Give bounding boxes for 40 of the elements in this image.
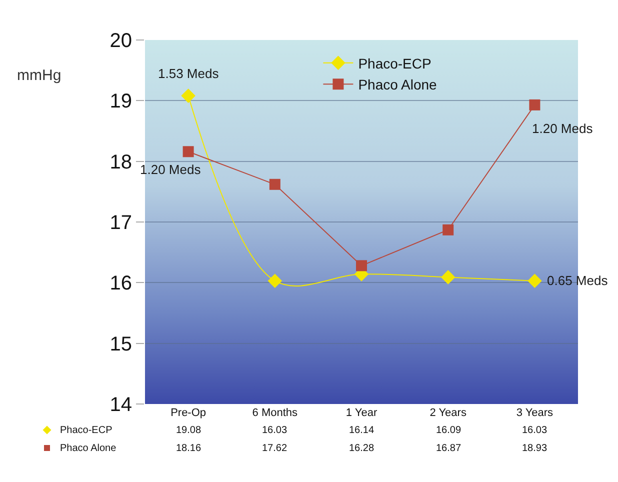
- y-axis-title: mmHg: [17, 67, 62, 84]
- data-label: 18.93: [522, 443, 548, 454]
- y-tick-label: 19: [110, 90, 132, 113]
- x-tick-label: 2 Years: [430, 407, 467, 419]
- point: [356, 260, 367, 272]
- point: [528, 274, 542, 288]
- legend-label: Phaco Alone: [358, 76, 438, 93]
- data-label: 18.16: [176, 443, 202, 454]
- point: [182, 146, 194, 158]
- text: Phaco Alone: [60, 443, 116, 454]
- y-tick-label: 15: [110, 333, 132, 356]
- y-tick-label: 16: [110, 272, 132, 295]
- annotation: 1.20 Meds: [140, 162, 202, 177]
- y-tick-label: 18: [110, 151, 132, 174]
- data-label: 16.03: [262, 425, 288, 436]
- x-tick-label: Pre-Op: [170, 407, 206, 419]
- point: [529, 99, 540, 110]
- point: [269, 178, 280, 190]
- annotation: 1.53 Meds: [158, 66, 220, 81]
- point: [268, 274, 282, 288]
- legend-label: Phaco-ECP: [358, 55, 432, 72]
- x-tick-label: 1 Year: [346, 407, 378, 419]
- annotation: 0.65 Meds: [547, 273, 608, 288]
- y-tick-label: 14: [110, 394, 132, 416]
- x-tick-label: 6 Months: [252, 407, 298, 419]
- x-tick-label: 3 Years: [516, 407, 554, 419]
- data-label: 19.08: [176, 425, 202, 436]
- text: Phaco-ECP: [60, 425, 112, 436]
- data-label: 16.28: [349, 443, 374, 454]
- data-label: 16.03: [522, 425, 548, 436]
- point: [442, 224, 454, 236]
- data-label: 17.62: [262, 443, 288, 454]
- y-tick-label: 17: [110, 212, 132, 234]
- data-label: 16.09: [436, 425, 462, 436]
- data-label: 16.14: [349, 425, 374, 436]
- point: [440, 270, 456, 284]
- data-label: 16.87: [436, 443, 462, 454]
- y-tick-label: 20: [110, 30, 132, 52]
- annotation: 1.20 Meds: [532, 121, 594, 136]
- point: [181, 88, 196, 103]
